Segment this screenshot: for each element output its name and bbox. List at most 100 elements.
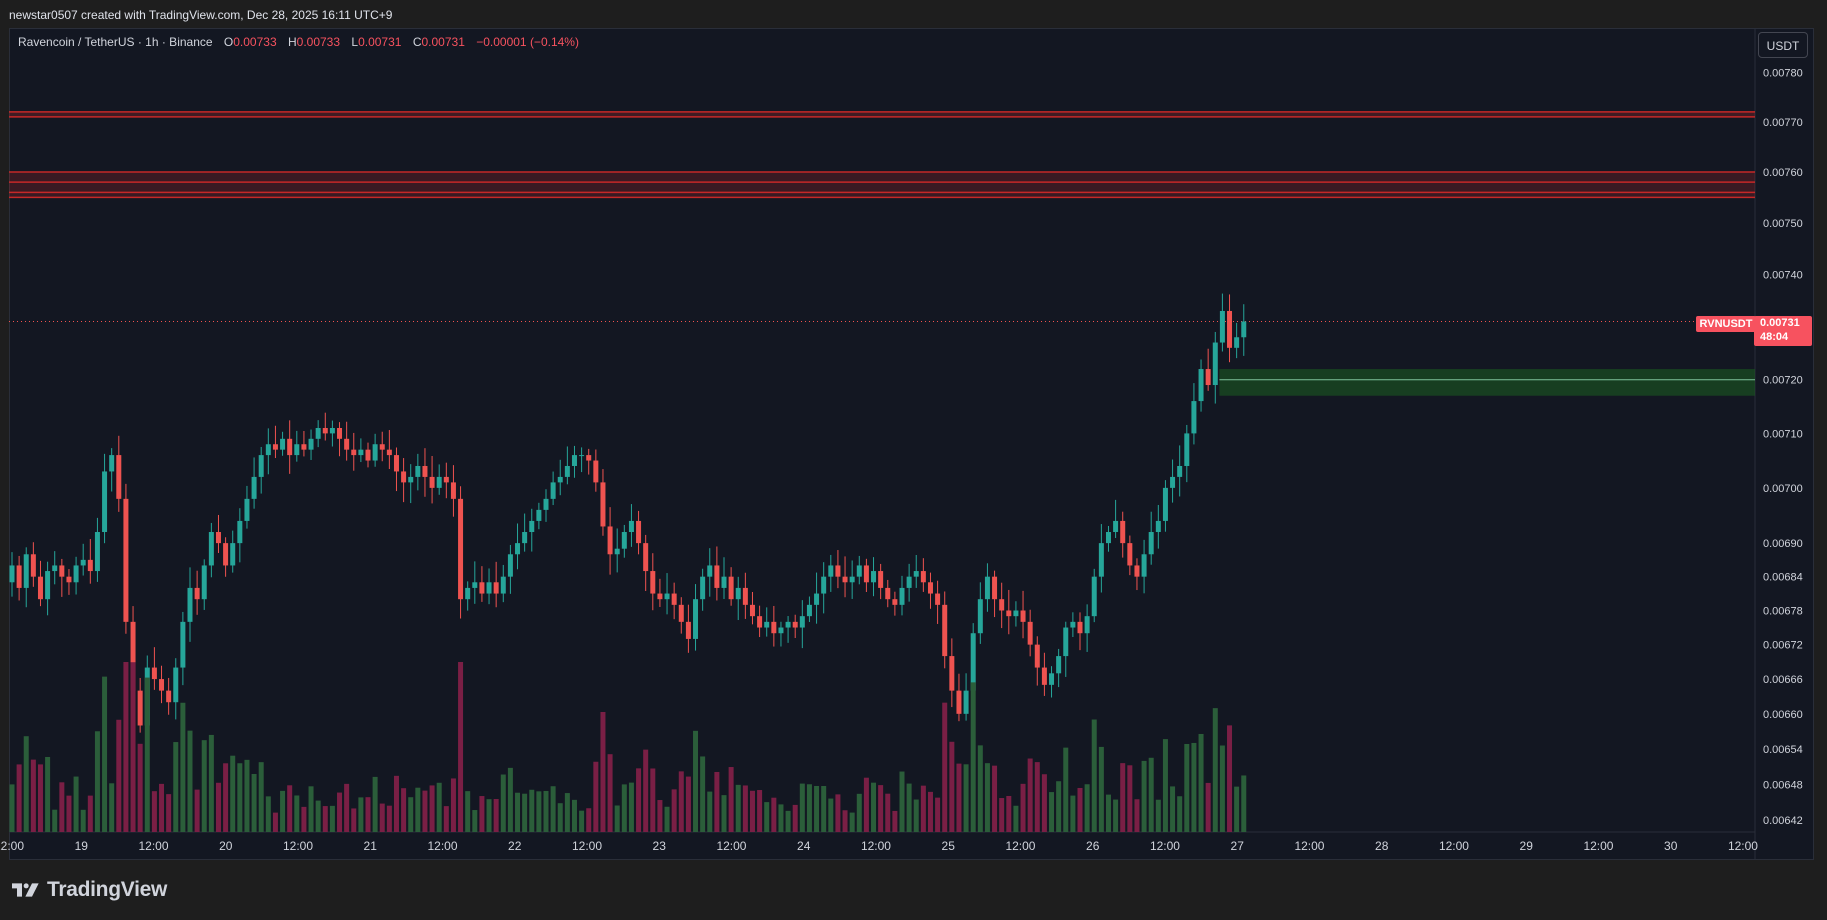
time-tick-label: 12:00 (861, 839, 891, 853)
candle-body (515, 543, 521, 555)
volume-bar (9, 784, 15, 832)
volume-bar (137, 743, 143, 832)
candle-body (94, 532, 100, 572)
volume-bar (992, 765, 998, 832)
candle-body (401, 471, 407, 483)
candle-body (735, 587, 741, 600)
legend-high-label: H (287, 35, 297, 49)
volume-bar (308, 786, 314, 832)
volume-bar (621, 784, 627, 832)
volume-bar (799, 783, 805, 832)
volume-bar (636, 768, 642, 832)
candle-body (1113, 520, 1119, 533)
volume-bar (1056, 781, 1062, 832)
candle-body (806, 604, 812, 617)
volume-bar (45, 756, 51, 832)
volume-bar (66, 795, 72, 832)
volume-bar (749, 790, 755, 832)
candle-body (785, 621, 791, 628)
volume-bar (1219, 745, 1225, 832)
candle-body (550, 482, 556, 499)
time-tick-label: 12:00 (572, 839, 602, 853)
candle-body (828, 565, 834, 577)
time-tick-label: 23 (653, 839, 667, 853)
volume-bar (87, 795, 93, 832)
volume-bar (1148, 757, 1154, 832)
candle-body (251, 476, 257, 499)
candle-body (643, 543, 649, 572)
volume-bar (785, 810, 791, 832)
candle-body (315, 427, 321, 439)
top-bar: newstar0507 created with TradingView.com… (0, 0, 1827, 28)
volume-bar (685, 776, 691, 832)
volume-bar (1120, 763, 1126, 832)
volume-bar (294, 795, 300, 832)
volume-bar (1227, 725, 1233, 832)
candle-body (443, 476, 449, 483)
volume-bar (507, 767, 513, 832)
candle-body (23, 554, 29, 588)
candle-body (614, 548, 620, 555)
time-tick-label: 22 (508, 839, 522, 853)
volume-bar (1184, 743, 1190, 832)
candle-body (999, 599, 1005, 611)
candle-body (201, 565, 207, 600)
volume-bar (757, 790, 763, 832)
candle-body (37, 576, 43, 600)
volume-bar (344, 783, 350, 832)
volume-bar (977, 745, 983, 832)
resistance-band (9, 111, 1755, 117)
last-price-box: 0.00731 48:04 (1754, 316, 1812, 346)
volume-bar (1162, 739, 1168, 832)
candle-body (102, 471, 108, 533)
time-tick-label: 27 (1231, 839, 1245, 853)
volume-bar (764, 802, 770, 832)
candle-body (137, 690, 143, 726)
time-tick-label: 12:00 (1583, 839, 1613, 853)
volume-bar (59, 782, 65, 832)
volume-bar (600, 711, 606, 832)
attribution-text: newstar0507 created with TradingView.com… (9, 8, 393, 22)
resistance-band (9, 172, 1755, 198)
currency-button[interactable]: USDT (1758, 32, 1808, 58)
volume-bar (863, 777, 869, 832)
volume-bar (94, 731, 100, 832)
volume-bar (223, 763, 229, 832)
candle-body (1191, 401, 1197, 434)
candle-body (586, 455, 592, 461)
volume-bar (280, 790, 286, 832)
volume-bar (315, 800, 321, 832)
candle-body (1105, 532, 1111, 544)
volume-bar (1098, 746, 1104, 832)
volume-bar (614, 805, 620, 832)
volume-bar (500, 774, 506, 832)
volume-bar (144, 677, 150, 832)
volume-bar (16, 764, 22, 832)
volume-bar (678, 771, 684, 832)
candle-body (835, 565, 841, 577)
volume-bar (792, 804, 798, 832)
candle-body (970, 633, 976, 691)
candle-body (87, 559, 93, 572)
volume-bar (1205, 782, 1211, 832)
candle-body (159, 679, 165, 691)
volume-bar (30, 759, 36, 832)
candle-body (878, 571, 884, 588)
candle-body (792, 621, 798, 628)
volume-bar (1020, 783, 1026, 832)
candle-body (123, 498, 129, 622)
volume-bar (1212, 708, 1218, 832)
tradingview-brand[interactable]: TradingView (12, 878, 167, 902)
candle-body (657, 593, 663, 600)
candle-body (721, 576, 727, 588)
candle-body (208, 532, 214, 566)
candle-body (814, 593, 820, 605)
price-tick-label: 0.00690 (1763, 538, 1803, 550)
volume-bar (1134, 799, 1140, 832)
volume-bar (1041, 774, 1047, 832)
candle-body (1134, 565, 1140, 577)
candle-body (536, 509, 542, 521)
volume-bar (401, 788, 407, 832)
volume-bar (892, 810, 898, 832)
